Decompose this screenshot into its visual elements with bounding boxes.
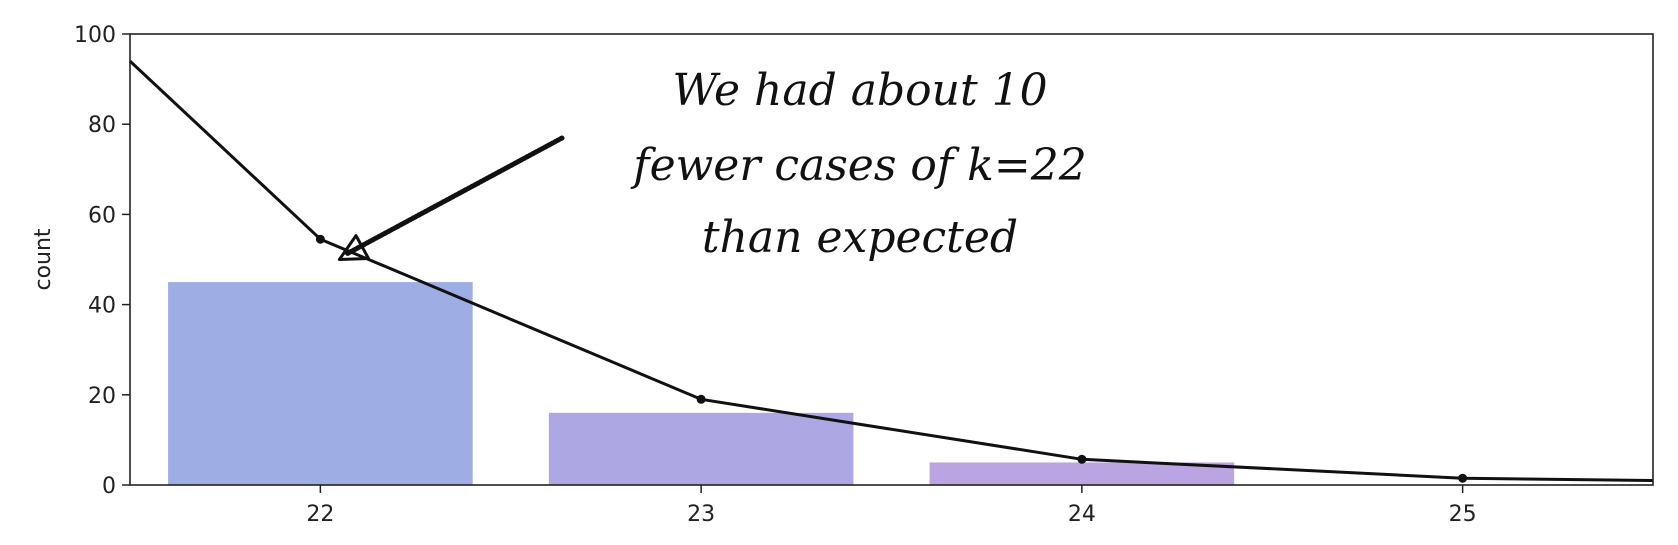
annotation-arrow-shaft [344,135,565,256]
y-axis-label: count [31,228,56,290]
annotation-line-2: fewer cases of k=22 [630,140,1086,191]
x-tick-label-22: 22 [306,502,334,527]
line-point-22 [315,234,325,244]
expected-line [128,60,1654,482]
x-tick-label-23: 23 [687,502,715,527]
line-point-25 [1458,473,1468,483]
x-tick-label-25: 25 [1449,502,1477,527]
axes-layer: 0 20 40 60 80 100 22 23 24 25 count [31,23,1654,527]
y-tick-label-100: 100 [74,23,116,48]
annotation-line-1: We had about 10 [672,65,1047,116]
x-tick-label-24: 24 [1068,502,1096,527]
bars-layer [168,282,1235,485]
annotation-layer: We had about 10 fewer cases of k=22 than e… [337,65,1087,263]
annotation-line-3: than expected [702,212,1018,263]
line-point-24 [1077,454,1087,464]
line-layer [128,60,1654,483]
y-tick-label-60: 60 [88,203,116,228]
y-tick-label-80: 80 [88,113,116,138]
bar-24 [929,462,1235,485]
bar-23 [548,412,854,485]
y-tick-label-20: 20 [88,384,116,409]
bar-22 [168,282,473,485]
line-point-23 [696,394,706,404]
y-tick-label-0: 0 [102,474,116,499]
annotation-arrow-head [337,234,370,261]
plot-frame [129,33,1654,486]
y-tick-label-40: 40 [88,294,116,319]
